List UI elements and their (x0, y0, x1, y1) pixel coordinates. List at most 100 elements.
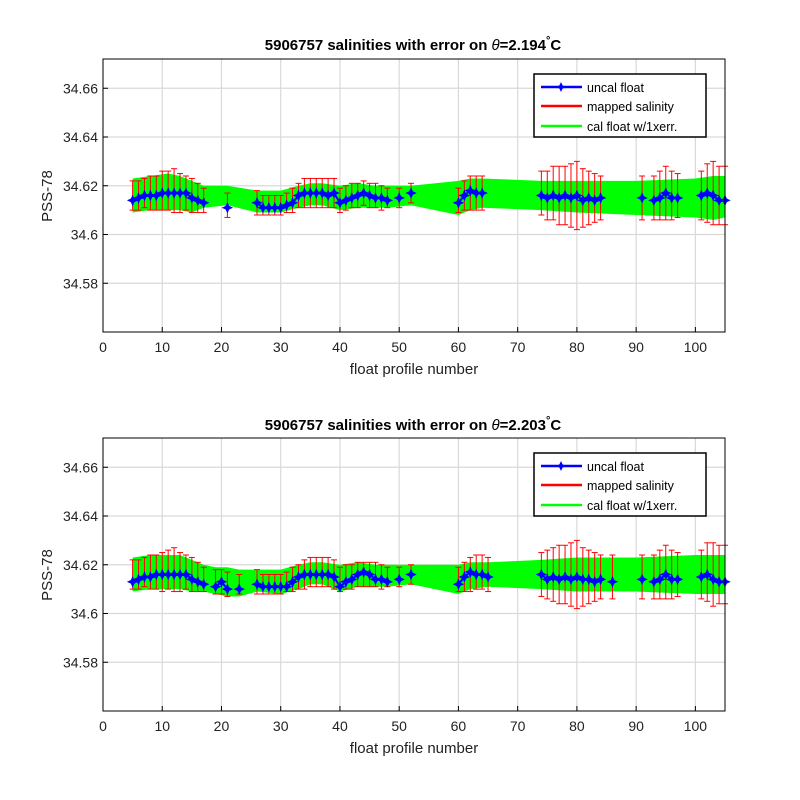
uncal-float-point (654, 192, 666, 204)
legend-label-cal-float: cal float w/1xerr. (587, 499, 677, 513)
uncal-float-point (464, 566, 476, 578)
uncal-float-point (186, 192, 198, 204)
mapped-salinity-errorbar (716, 544, 723, 605)
uncal-float-point (660, 568, 672, 581)
uncal-float-point (695, 189, 708, 202)
uncal-float-point (292, 189, 305, 202)
x-tick-label: 20 (214, 339, 230, 355)
uncal-float-point (375, 192, 388, 204)
uncal-float-point (547, 571, 559, 583)
uncal-float-point (452, 197, 465, 209)
axes-frame (102, 437, 726, 712)
x-tick-label: 100 (684, 339, 708, 355)
uncal-float-point (588, 194, 601, 207)
uncal-float-point (286, 197, 299, 209)
uncal-float-point (221, 583, 234, 595)
legend-marker-uncal-float (556, 82, 566, 92)
uncal-float-point (328, 187, 340, 199)
uncal-float-point (583, 192, 595, 204)
y-tick-label: 34.64 (63, 129, 98, 145)
uncal-float-point (559, 571, 571, 583)
x-tick-label: 0 (99, 339, 107, 355)
x-axis-label: float profile number (350, 740, 478, 757)
x-tick-label: 10 (154, 339, 170, 355)
uncal-float-point (292, 571, 305, 583)
uncal-float-point (553, 192, 565, 204)
y-axis-ticks: 34.58 34.6 34.62 34.64 34.66 (63, 80, 108, 291)
uncal-float-point (322, 189, 334, 202)
legend-star-marker (556, 461, 566, 471)
x-tick-label: 90 (628, 339, 644, 355)
x-tick-label: 20 (214, 718, 230, 734)
uncal-float-point (192, 194, 204, 207)
x-tick-label: 70 (510, 339, 526, 355)
x-axis-ticks: 0 10 20 30 40 50 60 70 80 90 100 (99, 706, 707, 734)
uncal-float-point (535, 189, 548, 202)
uncal-float-point (381, 576, 394, 588)
uncal-float-point (144, 571, 157, 583)
uncal-float-point (695, 571, 708, 583)
uncal-float-point (701, 568, 713, 581)
uncal-float-point (458, 571, 471, 583)
x-tick-label: 60 (451, 339, 467, 355)
x-tick-label: 50 (391, 339, 407, 355)
legend-label-uncal-float: uncal float (587, 460, 645, 474)
uncal-float-point (458, 189, 471, 202)
uncal-float-point (541, 573, 553, 586)
x-tick-label: 10 (154, 718, 170, 734)
uncal-float-point (286, 576, 299, 588)
axes-frame (102, 58, 726, 333)
uncal-float-point (648, 194, 660, 207)
uncal-float-point (476, 187, 488, 199)
uncal-float-point (357, 187, 370, 199)
salinity-chart-top: 5906757 salinities with error on θ=2.194… (39, 35, 731, 378)
x-axis-ticks: 0 10 20 30 40 50 60 70 80 90 100 (99, 327, 707, 355)
y-tick-label: 34.6 (71, 227, 98, 243)
y-tick-label: 34.66 (63, 80, 98, 96)
legend: uncal float mapped salinity cal float w/… (533, 452, 707, 517)
uncal-float-point (707, 573, 719, 586)
legend-star-marker (556, 82, 566, 92)
uncal-float-point (150, 189, 163, 202)
x-tick-label: 0 (99, 718, 107, 734)
y-axis-label: PSS-78 (39, 549, 56, 601)
x-tick-label: 70 (510, 718, 526, 734)
uncal-float-point (280, 199, 293, 211)
uncal-float-point (671, 573, 684, 586)
uncal-float-point (405, 187, 417, 199)
uncal-float-point (482, 571, 494, 583)
y-axis-ticks: 34.58 34.6 34.62 34.64 34.66 (63, 459, 108, 670)
uncal-float-point (594, 573, 607, 586)
y-tick-label: 34.62 (63, 178, 98, 194)
x-tick-label: 80 (569, 339, 585, 355)
uncal-float-point (648, 576, 660, 588)
uncal-float-point (565, 192, 577, 204)
x-tick-label: 80 (569, 718, 585, 734)
uncal-float-point (186, 573, 198, 586)
uncal-float-point (180, 187, 192, 199)
y-tick-label: 34.6 (71, 606, 98, 622)
y-axis-label: PSS-78 (39, 170, 56, 222)
x-tick-label: 30 (273, 718, 289, 734)
salinity-chart-bottom: 5906757 salinities with error on θ=2.203… (39, 415, 731, 757)
uncal-float-point (352, 189, 364, 202)
uncal-float-point (636, 192, 648, 204)
uncal-float-point (221, 201, 234, 214)
uncal-float-point (251, 197, 263, 209)
uncal-float-point (334, 197, 346, 209)
uncal-float-point (547, 189, 559, 202)
uncal-float-point (275, 201, 287, 214)
chart-title: 5906757 salinities with error on θ=2.194… (265, 35, 562, 54)
uncal-float-point (132, 573, 145, 586)
uncal-float-point (654, 573, 666, 586)
uncal-float-point (340, 194, 352, 207)
uncal-float-point (588, 576, 601, 588)
uncal-float-point (357, 566, 370, 578)
uncal-float-point (393, 192, 405, 204)
uncal-float-point (405, 568, 417, 581)
uncal-float-point (541, 192, 553, 204)
uncal-float-point (340, 576, 352, 588)
legend-marker-uncal-float (556, 461, 566, 471)
uncal-float-point (571, 571, 583, 583)
